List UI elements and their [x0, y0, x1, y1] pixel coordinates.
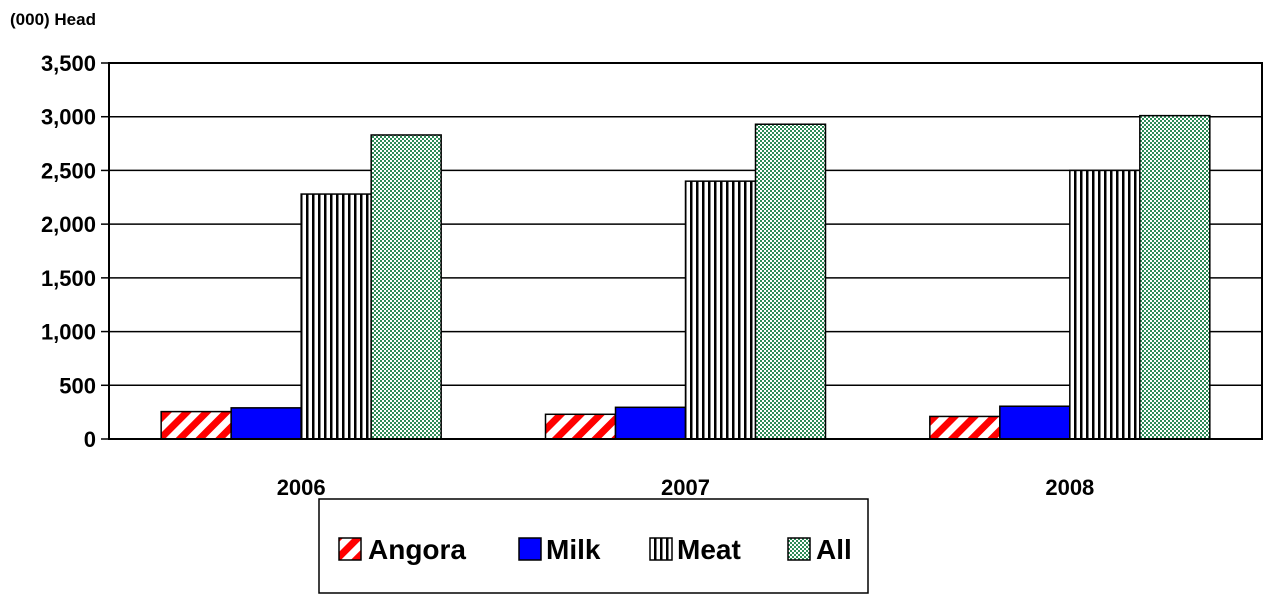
plot-border [108, 62, 1263, 440]
bar-angora-2006 [160, 410, 232, 440]
y-tick-label: 3,000 [41, 105, 96, 130]
bar-angora-2007 [544, 413, 617, 440]
bars [160, 114, 1211, 440]
bar-all-2008 [1139, 114, 1211, 440]
y-tick-label: 3,500 [41, 51, 96, 76]
x-axis-categories: 2006 2007 2008 [277, 475, 1095, 500]
legend-label-all: All [816, 534, 852, 565]
bar-all-2006 [370, 134, 442, 440]
bar-milk-2006 [230, 407, 302, 440]
y-tick-label: 2,000 [41, 212, 96, 237]
y-tick-label: 500 [59, 373, 96, 398]
bar-milk-2008 [999, 405, 1071, 440]
y-tick-label: 1,500 [41, 266, 96, 291]
legend: Angora Milk Meat All [318, 498, 869, 594]
y-tick-label: 0 [84, 427, 96, 452]
legend-label-angora: Angora [368, 534, 466, 565]
legend-label-milk: Milk [546, 534, 601, 565]
bar-angora-2008 [929, 415, 1001, 440]
plot-frame [108, 62, 1263, 440]
bar-milk-2007 [614, 406, 687, 440]
y-axis-ticks: 0 500 1,000 1,500 2,000 2,500 3,000 3,500 [41, 51, 109, 452]
legend-swatch-milk [518, 537, 542, 561]
legend-label-meat: Meat [677, 534, 741, 565]
y-tick-label: 2,500 [41, 158, 96, 183]
legend-swatch-all [787, 537, 811, 561]
legend-swatch-meat [649, 537, 673, 561]
bar-meat-2008 [1069, 169, 1141, 440]
bar-all-2007 [754, 123, 827, 440]
legend-box [318, 498, 869, 594]
y-unit-label: (000) Head [10, 10, 96, 29]
x-category-label: 2006 [277, 475, 326, 500]
x-category-label: 2008 [1045, 475, 1094, 500]
bar-meat-2007 [684, 180, 757, 440]
bar-meat-2006 [300, 193, 372, 440]
x-category-label: 2007 [661, 475, 710, 500]
y-tick-label: 1,000 [41, 320, 96, 345]
legend-swatch-angora [338, 537, 362, 561]
